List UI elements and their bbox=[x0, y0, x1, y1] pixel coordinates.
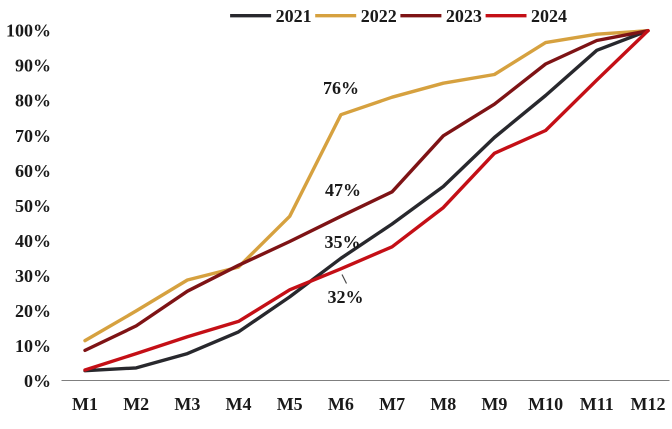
svg-text:2022: 2022 bbox=[361, 6, 397, 26]
svg-text:2021: 2021 bbox=[276, 6, 312, 26]
svg-text:M4: M4 bbox=[226, 394, 252, 414]
svg-text:M5: M5 bbox=[277, 394, 303, 414]
svg-text:M7: M7 bbox=[379, 394, 405, 414]
svg-text:M9: M9 bbox=[481, 394, 507, 414]
svg-text:M12: M12 bbox=[631, 394, 666, 414]
svg-text:0%: 0% bbox=[24, 371, 51, 391]
svg-text:70%: 70% bbox=[15, 126, 51, 146]
svg-text:35%: 35% bbox=[325, 232, 361, 252]
svg-text:M3: M3 bbox=[174, 394, 200, 414]
svg-text:2024: 2024 bbox=[531, 6, 567, 26]
svg-text:76%: 76% bbox=[323, 78, 359, 98]
svg-text:M8: M8 bbox=[430, 394, 456, 414]
svg-text:2023: 2023 bbox=[446, 6, 482, 26]
svg-text:60%: 60% bbox=[15, 161, 51, 181]
svg-text:47%: 47% bbox=[325, 180, 361, 200]
svg-text:80%: 80% bbox=[15, 91, 51, 111]
svg-text:M1: M1 bbox=[72, 394, 98, 414]
svg-text:90%: 90% bbox=[15, 56, 51, 76]
svg-text:M11: M11 bbox=[580, 394, 614, 414]
svg-text:M10: M10 bbox=[528, 394, 563, 414]
svg-text:20%: 20% bbox=[15, 301, 51, 321]
svg-text:32%: 32% bbox=[328, 287, 364, 307]
svg-text:M2: M2 bbox=[123, 394, 149, 414]
svg-text:100%: 100% bbox=[6, 21, 51, 41]
svg-text:30%: 30% bbox=[15, 266, 51, 286]
svg-text:50%: 50% bbox=[15, 196, 51, 216]
svg-text:10%: 10% bbox=[15, 336, 51, 356]
svg-text:M6: M6 bbox=[328, 394, 354, 414]
svg-text:40%: 40% bbox=[15, 231, 51, 251]
